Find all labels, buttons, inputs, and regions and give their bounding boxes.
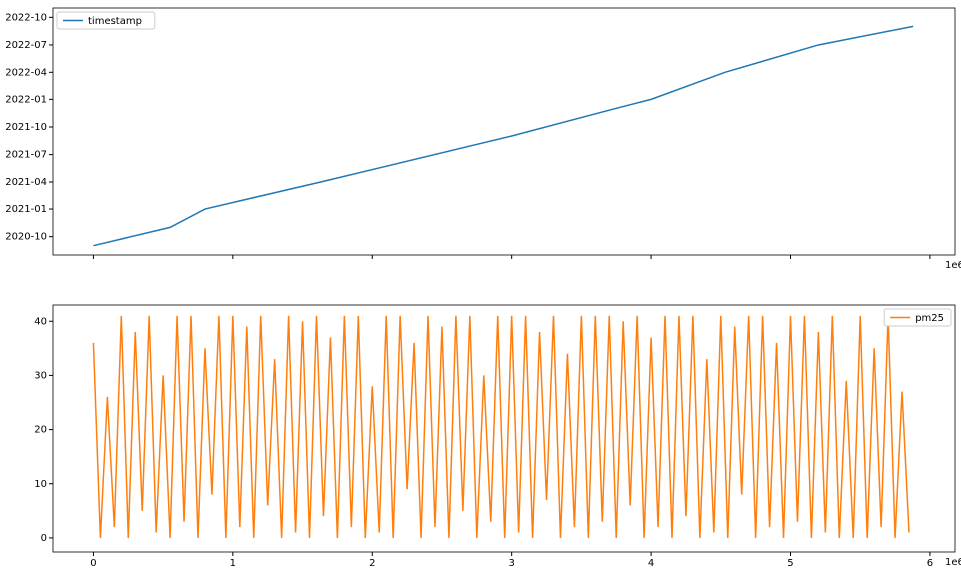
legend-label: pm25 — [915, 313, 944, 324]
y-tick-label: 2020-10 — [5, 232, 47, 243]
x-tick-label: 3 — [508, 558, 514, 569]
legend-box — [56, 11, 156, 30]
y-tick-label: 2021-01 — [5, 204, 47, 215]
x-tick-label: 1 — [230, 558, 236, 569]
offset-label: 1e6 — [945, 557, 961, 568]
x-tick-label: 2 — [369, 558, 375, 569]
axes-frame — [52, 7, 956, 256]
y-tick-label: 40 — [34, 316, 47, 327]
data-line — [93, 25, 914, 247]
y-tick-label: 2021-10 — [5, 122, 47, 133]
legend-label: timestamp — [88, 16, 142, 27]
y-tick-label: 2021-04 — [5, 177, 47, 188]
data-line — [92, 315, 910, 538]
x-tick-label: 4 — [648, 558, 654, 569]
y-tick-label: 0 — [41, 533, 47, 544]
y-tick-label: 30 — [34, 370, 47, 381]
offset-label: 1e6 — [945, 260, 961, 271]
axes-frame — [52, 304, 956, 553]
y-tick-label: 2022-07 — [5, 40, 47, 51]
y-tick-label: 2021-07 — [5, 150, 47, 161]
y-tick-label: 2022-01 — [5, 94, 47, 105]
y-tick-label: 2022-04 — [5, 67, 47, 78]
legend-box — [883, 308, 952, 327]
x-tick-label: 5 — [787, 558, 793, 569]
y-tick-label: 2022-10 — [5, 12, 47, 23]
x-tick-label: 0 — [90, 558, 96, 569]
y-tick-label: 10 — [34, 479, 47, 490]
x-tick-label: 6 — [927, 558, 933, 569]
y-tick-label: 20 — [34, 425, 47, 436]
